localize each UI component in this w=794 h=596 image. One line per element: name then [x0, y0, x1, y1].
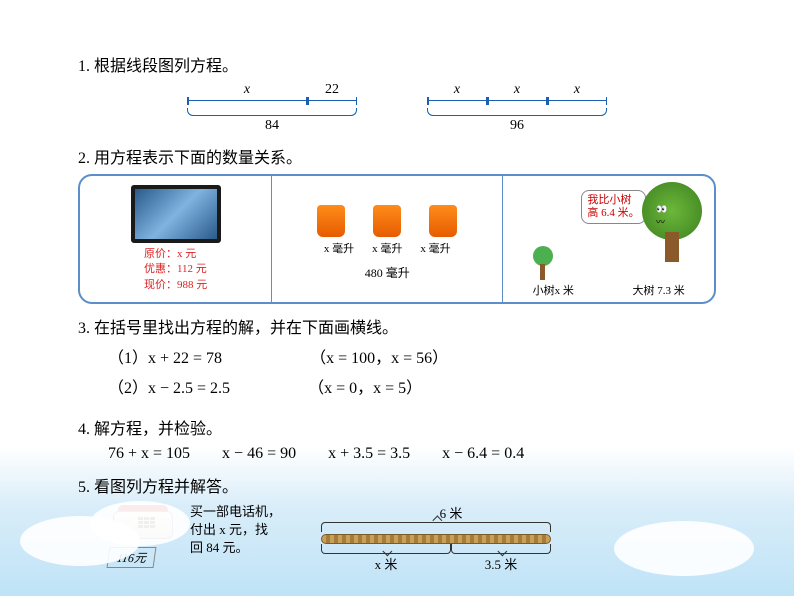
problem-1: 1. 根据线段图列方程。 x 22 84 x x x: [78, 52, 716, 134]
p1-title: 1. 根据线段图列方程。: [78, 52, 716, 76]
cup-l1: x 毫升: [324, 240, 354, 256]
phone-text: 买一部电话机， 付出 x 元，找 回 84 元。: [190, 503, 281, 558]
tv-icon: [131, 185, 221, 243]
p4-eq1: 76 + x = 105: [108, 445, 190, 463]
tv-line1: 原价：x 元: [144, 247, 207, 262]
p4-eq3: x + 3.5 = 3.5: [328, 445, 410, 463]
cup-l2: x 毫升: [372, 240, 402, 256]
cup-l3: x 毫升: [420, 240, 450, 256]
tv-line2: 优惠：112 元: [144, 262, 207, 277]
tree-speech: 我比小树 高 6.4 米。: [581, 190, 645, 224]
big-tree-icon: 👀〰: [638, 182, 706, 262]
p3-1b: （x = 100，x = 56）: [310, 350, 448, 367]
rope-right: 3.5 米: [451, 554, 551, 573]
small-tree-label: 小树x 米: [533, 282, 574, 298]
cups-row: [317, 205, 457, 237]
p2-title: 2. 用方程表示下面的数量关系。: [78, 144, 716, 168]
p4-title: 4. 解方程，并检验。: [78, 415, 716, 439]
seg2-l1: x: [427, 82, 487, 98]
p1-segments: x 22 84 x x x: [78, 82, 716, 134]
p3-1a: （1）x + 22 = 78: [108, 350, 222, 367]
p2-box: 原价：x 元 优惠：112 元 现价：988 元 x 毫升 x 毫升 x 毫升 …: [78, 174, 716, 304]
cup-total: 480 毫升: [365, 264, 410, 281]
rope-left: x 米: [321, 554, 451, 573]
cup-icon: [373, 205, 401, 237]
cup-labels: x 毫升 x 毫升 x 毫升: [324, 240, 451, 256]
rope-group: 6 米 x 米 3.5 米: [321, 503, 551, 573]
tv-info: 原价：x 元 优惠：112 元 现价：988 元: [144, 247, 207, 293]
p4-equations: 76 + x = 105 x − 46 = 90 x + 3.5 = 3.5 x…: [108, 445, 716, 463]
tv-line3: 现价：988 元: [144, 278, 207, 293]
p3-2b: （x = 0，x = 5）: [308, 380, 422, 397]
big-tree-label: 大树 7.3 米: [632, 282, 684, 298]
p4-eq2: x − 46 = 90: [222, 445, 296, 463]
seg2-bottom: 96: [427, 118, 607, 134]
p2-tree-cell: 我比小树 高 6.4 米。 👀〰 小树x 米 大树 7.3 米: [503, 176, 714, 302]
seg1-label-x: x: [187, 82, 307, 98]
seg-group-1: x 22 84: [187, 82, 357, 134]
problem-3: 3. 在括号里找出方程的解，并在下面画横线。 （1）x + 22 = 78 （x…: [78, 314, 716, 405]
p5-title: 5. 看图列方程并解答。: [78, 473, 716, 497]
seg1-bottom: 84: [187, 118, 357, 134]
small-tree-icon: [533, 246, 555, 280]
seg2-l2: x: [487, 82, 547, 98]
rope-icon: [321, 534, 551, 544]
p4-eq4: x − 6.4 = 0.4: [442, 445, 524, 463]
problem-4: 4. 解方程，并检验。 76 + x = 105 x − 46 = 90 x +…: [78, 415, 716, 463]
rope-top: 6 米: [351, 503, 551, 522]
seg2-l3: x: [547, 82, 607, 98]
seg-group-2: x x x 96: [427, 82, 607, 134]
cup-icon: [317, 205, 345, 237]
problem-2: 2. 用方程表示下面的数量关系。 原价：x 元 优惠：112 元 现价：988 …: [78, 144, 716, 304]
cup-icon: [429, 205, 457, 237]
tree-labels: 小树x 米 大树 7.3 米: [503, 282, 714, 298]
seg1-label-22: 22: [307, 82, 357, 98]
p3-lines: （1）x + 22 = 78 （x = 100，x = 56） （2）x − 2…: [108, 344, 716, 405]
p2-tv-cell: 原价：x 元 优惠：112 元 现价：988 元: [80, 176, 272, 302]
p2-cups-cell: x 毫升 x 毫升 x 毫升 480 毫升: [272, 176, 503, 302]
p3-2a: （2）x − 2.5 = 2.5: [108, 380, 230, 397]
p3-title: 3. 在括号里找出方程的解，并在下面画横线。: [78, 314, 716, 338]
